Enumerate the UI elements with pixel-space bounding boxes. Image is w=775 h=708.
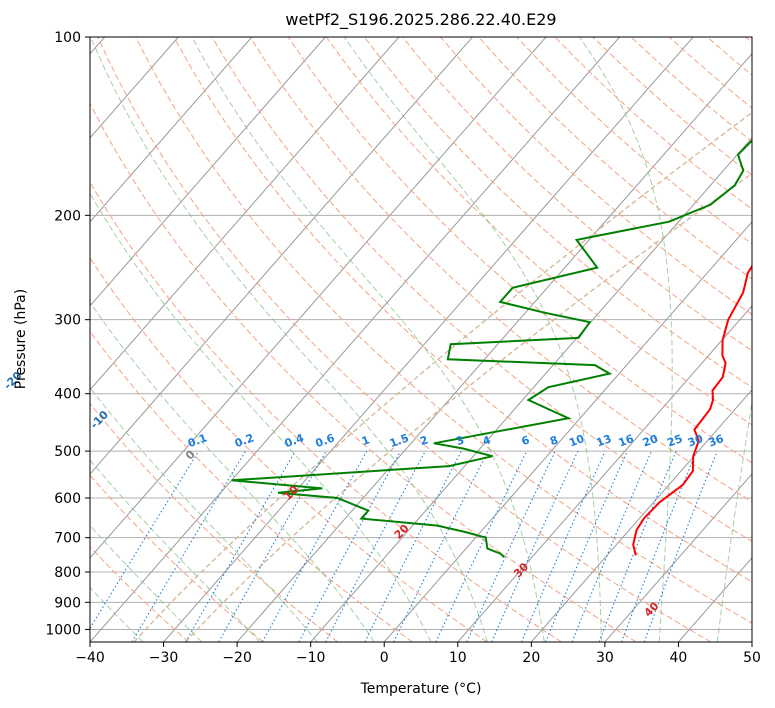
mixing-ratio-label: 1.5 bbox=[388, 431, 411, 450]
x-tick-label: −20 bbox=[222, 650, 252, 666]
x-tick-label: −40 bbox=[75, 650, 105, 666]
mixing-ratio-line bbox=[520, 450, 606, 642]
dry-adiabat-line bbox=[90, 181, 562, 642]
mixing-ratio-label: 36 bbox=[707, 432, 726, 450]
isotherm-line bbox=[530, 389, 752, 642]
y-tick-label: 400 bbox=[54, 387, 81, 403]
dry-adiabat-line bbox=[402, 37, 752, 352]
plot-area bbox=[90, 37, 752, 642]
dry-adiabat-line bbox=[90, 402, 339, 642]
isotherm-line bbox=[163, 37, 694, 642]
x-tick-label: 10 bbox=[449, 650, 467, 666]
profiles bbox=[231, 139, 752, 558]
mixing-ratio-line bbox=[571, 450, 653, 642]
moist-adiabat-line bbox=[90, 37, 488, 642]
dry-adiabat-line bbox=[90, 474, 264, 642]
mixing-ratio-label: 13 bbox=[595, 432, 614, 449]
mixing-ratio-line bbox=[393, 450, 489, 642]
y-tick-label: 100 bbox=[54, 30, 81, 46]
moist-adiabat-line bbox=[578, 37, 673, 642]
isotherm-line bbox=[383, 221, 752, 642]
dry-adiabat-line bbox=[173, 37, 752, 583]
moist-adiabat-line bbox=[90, 192, 432, 642]
isotherm-line bbox=[90, 37, 620, 642]
mixing-ratio-label: 3 bbox=[454, 433, 466, 448]
mixing-ratio-label: 8 bbox=[548, 433, 560, 448]
dry-adiabat-line bbox=[249, 37, 752, 503]
isotherm-line bbox=[236, 53, 752, 642]
x-tick-label: 30 bbox=[596, 650, 614, 666]
mixing-ratio-label: 16 bbox=[617, 432, 636, 450]
x-tick-label: 0 bbox=[380, 650, 389, 666]
mixing-ratio-line bbox=[491, 450, 579, 642]
line-labels: 0.10.20.40.611.52346810131620253036-100-… bbox=[1, 369, 726, 620]
background-lines bbox=[90, 37, 752, 642]
y-tick-label: 700 bbox=[54, 531, 81, 547]
dry-adiabat-line bbox=[440, 37, 752, 316]
mixing-ratio-line bbox=[621, 450, 698, 642]
mixing-ratio-line bbox=[90, 450, 200, 630]
mixing-ratio-label: 0.4 bbox=[283, 431, 306, 450]
y-tick-label: 800 bbox=[54, 565, 81, 581]
chart-title: wetPf2_S196.2025.286.22.40.E29 bbox=[285, 10, 556, 30]
x-axis-label: Temperature (°C) bbox=[360, 681, 482, 697]
mixing-ratio-line bbox=[364, 450, 462, 642]
x-axis: −40 −30 −20 −10 0 10 20 30 40 50 bbox=[75, 642, 761, 666]
mixing-ratio-label: 10 bbox=[567, 432, 586, 450]
mixing-ratio-label: 4 bbox=[481, 433, 493, 448]
y-tick-label: 300 bbox=[54, 313, 81, 329]
mixing-ratio-label: 1 bbox=[360, 433, 372, 448]
mixing-ratio-label: 6 bbox=[520, 433, 532, 448]
y-tick-label: 900 bbox=[54, 595, 81, 611]
isotherm-line bbox=[90, 37, 400, 391]
mixing-ratio-label: 30 bbox=[686, 432, 705, 450]
moist-adiabat-line bbox=[716, 399, 752, 642]
mixing-ratio-label: 2 bbox=[418, 433, 430, 448]
x-tick-label: 20 bbox=[522, 650, 540, 666]
moist-adiabat-line bbox=[191, 37, 545, 642]
y-axis: 100 200 300 400 500 600 700 800 900 1000 bbox=[45, 30, 90, 638]
dry-adiabat-line bbox=[97, 37, 712, 642]
isotherm-line bbox=[310, 137, 752, 642]
mixing-ratio-label: 0.6 bbox=[314, 431, 337, 450]
x-tick-label: 50 bbox=[743, 650, 761, 666]
isotherm-line bbox=[90, 37, 473, 475]
dry-adiabat-line bbox=[135, 37, 752, 624]
moist-adiabat-line bbox=[90, 459, 261, 642]
x-tick-label: 40 bbox=[670, 650, 688, 666]
mixing-ratio-label: 0.2 bbox=[233, 431, 256, 450]
mixing-ratio-label: 25 bbox=[665, 432, 684, 449]
x-tick-label: −30 bbox=[149, 650, 179, 666]
background-curve bbox=[133, 111, 752, 642]
y-tick-label: 500 bbox=[54, 444, 81, 460]
dewpoint-profile-line bbox=[231, 139, 752, 558]
isotherm-line bbox=[604, 473, 752, 642]
y-tick-label: 1000 bbox=[45, 622, 81, 638]
temperature-profile-line bbox=[632, 264, 752, 556]
mixing-ratio-label: 0.1 bbox=[186, 431, 209, 450]
y-axis-label: Pressure (hPa) bbox=[13, 289, 29, 389]
dry-adiabat-line bbox=[90, 257, 488, 642]
mixing-ratio-line bbox=[298, 450, 401, 642]
x-tick-label: −10 bbox=[296, 650, 326, 666]
moist-adiabat-line bbox=[343, 37, 602, 642]
y-tick-label: 200 bbox=[54, 208, 81, 224]
mixing-ratio-line bbox=[598, 450, 677, 642]
isotherm-line bbox=[751, 641, 752, 642]
mixing-ratio-line bbox=[643, 450, 718, 642]
dry-adiabat-line bbox=[325, 37, 752, 426]
moist-adiabat-line bbox=[90, 386, 318, 642]
moist-adiabat-line bbox=[90, 301, 375, 642]
mixing-ratio-line bbox=[262, 450, 368, 642]
mixing-ratio-label: 20 bbox=[641, 432, 660, 450]
isotherm-line bbox=[90, 37, 253, 223]
mixing-ratio-line bbox=[545, 450, 628, 642]
y-tick-label: 600 bbox=[54, 491, 81, 507]
dry-adiabat-line bbox=[211, 37, 752, 542]
plot-frame bbox=[89, 36, 753, 643]
isotherm-line bbox=[90, 37, 326, 307]
